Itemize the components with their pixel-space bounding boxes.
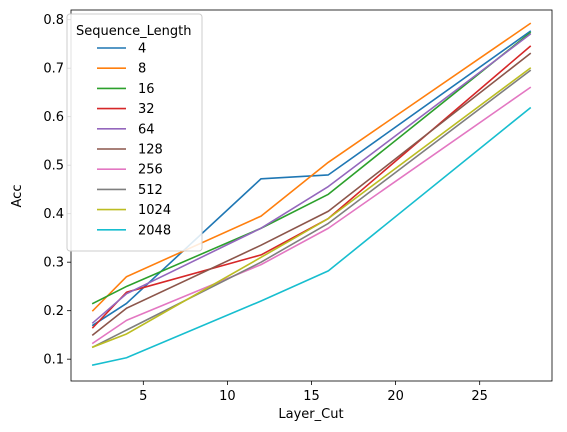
y-axis-label: Acc	[10, 185, 25, 208]
y-tick-label: 0.3	[43, 256, 64, 271]
series-line-128	[91, 52, 532, 337]
legend-label-8: 8	[138, 62, 146, 77]
series-line-2048	[91, 106, 532, 366]
legend-label-32: 32	[138, 102, 155, 117]
y-tick-label: 0.8	[43, 13, 64, 28]
x-tick-label: 20	[387, 389, 404, 404]
x-axis-label: Layer_Cut	[278, 407, 343, 422]
legend-label-512: 512	[138, 183, 163, 198]
x-tick-label: 25	[471, 389, 488, 404]
y-axis: 0.1 0.2 0.3 0.4 0.5 0.6 0.7 0.8	[43, 13, 71, 368]
legend-label-64: 64	[138, 122, 155, 137]
legend-label-16: 16	[138, 82, 155, 97]
x-axis: 5 10 15 20 25	[139, 381, 488, 404]
y-tick-label: 0.4	[43, 207, 64, 222]
y-tick-label: 0.1	[43, 353, 64, 368]
legend-label-256: 256	[138, 163, 163, 178]
x-tick-label: 10	[219, 389, 236, 404]
series-line-256	[91, 86, 532, 345]
series-layer	[91, 22, 532, 366]
x-tick-label: 5	[139, 389, 147, 404]
x-tick-label: 15	[303, 389, 320, 404]
y-tick-label: 0.2	[43, 304, 64, 319]
y-tick-label: 0.5	[43, 159, 64, 174]
series-line-512	[91, 69, 532, 349]
legend-box	[66, 13, 203, 252]
legend-label-2048: 2048	[138, 223, 171, 238]
legend: Sequence_Length 4 8 16 32 64 128 256 512 1024 204…	[66, 13, 203, 252]
legend-label-128: 128	[138, 143, 163, 158]
series-line-1024	[91, 67, 532, 349]
legend-items: 4 8 16 32 64 128 256 512 1024 2048	[97, 42, 171, 238]
legend-label-4: 4	[138, 42, 146, 57]
series-line-8	[91, 22, 532, 312]
series-line-4	[91, 30, 532, 327]
y-tick-label: 0.6	[43, 110, 64, 125]
legend-label-1024: 1024	[138, 203, 171, 218]
y-tick-label: 0.7	[43, 62, 64, 77]
legend-title: Sequence_Length	[76, 24, 191, 39]
series-line-64	[91, 33, 532, 324]
